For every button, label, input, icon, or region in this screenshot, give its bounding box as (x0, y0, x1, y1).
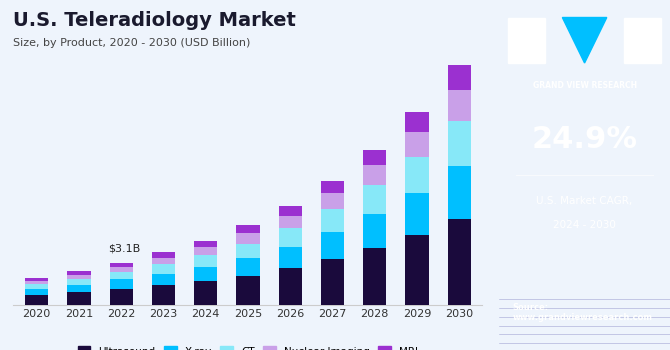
Bar (194, 267, 217, 281)
Text: GRAND VIEW RESEARCH: GRAND VIEW RESEARCH (533, 80, 636, 90)
Bar (321, 193, 344, 209)
Bar (363, 166, 387, 185)
Bar (109, 272, 133, 279)
Bar (25, 281, 48, 284)
Bar (405, 193, 429, 235)
Text: 24.9%: 24.9% (531, 126, 638, 154)
Bar (448, 121, 471, 166)
FancyBboxPatch shape (624, 18, 661, 63)
Bar (405, 132, 429, 157)
Bar (67, 279, 90, 285)
Text: $3.1B: $3.1B (109, 243, 141, 253)
Bar (279, 216, 302, 229)
Bar (25, 295, 48, 304)
Bar (405, 157, 429, 193)
Bar (152, 274, 175, 285)
Bar (321, 209, 344, 232)
Bar (194, 240, 217, 247)
Text: 2024 - 2030: 2024 - 2030 (553, 220, 616, 231)
Text: U.S. Teleradiology Market: U.S. Teleradiology Market (13, 10, 296, 29)
Bar (363, 185, 387, 214)
Bar (321, 232, 344, 259)
Bar (321, 181, 344, 193)
Bar (237, 275, 259, 304)
Bar (152, 264, 175, 274)
Bar (448, 65, 471, 90)
Text: U.S. Market CAGR,: U.S. Market CAGR, (537, 196, 632, 206)
Bar (25, 289, 48, 295)
Bar (194, 281, 217, 304)
Bar (152, 252, 175, 258)
Bar (363, 214, 387, 248)
Bar (152, 285, 175, 304)
Bar (109, 267, 133, 272)
Bar (67, 271, 90, 274)
FancyBboxPatch shape (508, 18, 545, 63)
Bar (25, 278, 48, 281)
Bar (194, 256, 217, 267)
Bar (194, 247, 217, 256)
Text: Source:
www.grandviewresearch.com: Source: www.grandviewresearch.com (513, 303, 653, 322)
Bar (279, 206, 302, 216)
Bar (109, 262, 133, 267)
Bar (237, 244, 259, 258)
Bar (279, 229, 302, 247)
Bar (67, 274, 90, 279)
Bar (363, 150, 387, 166)
Bar (279, 247, 302, 268)
Bar (152, 258, 175, 264)
Legend: Ultrasound, X-ray, CT, Nuclear Imaging, MRI: Ultrasound, X-ray, CT, Nuclear Imaging, … (74, 342, 422, 350)
Bar (448, 90, 471, 121)
Bar (405, 235, 429, 304)
Text: Size, by Product, 2020 - 2030 (USD Billion): Size, by Product, 2020 - 2030 (USD Billi… (13, 38, 251, 49)
Bar (448, 219, 471, 304)
Bar (109, 289, 133, 304)
Bar (237, 258, 259, 275)
Bar (321, 259, 344, 304)
Bar (279, 268, 302, 304)
Bar (67, 292, 90, 304)
Bar (237, 233, 259, 244)
Polygon shape (562, 18, 607, 63)
Bar (448, 166, 471, 219)
Bar (109, 279, 133, 289)
Bar (363, 248, 387, 304)
Bar (237, 225, 259, 233)
Bar (67, 285, 90, 292)
Bar (405, 112, 429, 132)
Bar (25, 284, 48, 289)
